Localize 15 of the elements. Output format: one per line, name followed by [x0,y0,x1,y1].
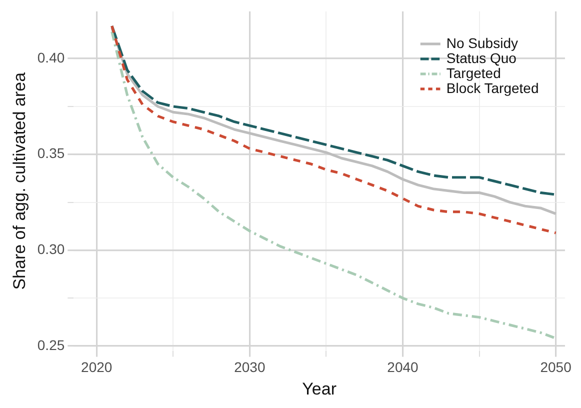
line-series [110,30,558,340]
x-tick-label: 2020 [81,359,112,376]
x-tick-label: 2050 [540,359,572,376]
y-tick-label: 0.30 [37,241,65,258]
y-tick-label: 0.40 [37,49,65,66]
legend-label: Status Quo [446,50,517,66]
legend-label: Targeted [446,64,501,81]
x-tick-label: 2030 [234,359,266,376]
y-tick-label: 0.25 [37,336,65,353]
x-axis-title: Year [302,379,337,398]
y-axis-title: Share of agg. cultivated area [10,72,29,290]
legend-label: No Subsidy [446,34,518,51]
y-tick-label: 0.35 [37,145,65,162]
legend-label: Block Targeted [446,80,539,96]
x-tick-label: 2040 [387,359,419,376]
